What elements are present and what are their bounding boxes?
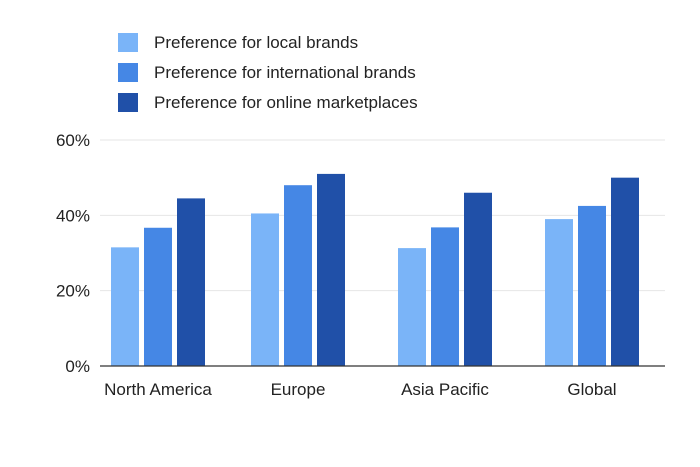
bar-global-preference-for-international-brands xyxy=(578,205,606,366)
bar-europe-preference-for-online-marketplaces xyxy=(317,173,345,366)
bar-europe-preference-for-international-brands xyxy=(284,185,312,366)
bar-asia-pacific-preference-for-online-marketplaces xyxy=(464,192,492,366)
x-tick-label-asia-pacific: Asia Pacific xyxy=(401,380,489,399)
bar-global-preference-for-online-marketplaces xyxy=(611,177,639,366)
legend-swatch-preference-for-international-brands xyxy=(118,63,138,82)
x-tick-label-europe: Europe xyxy=(271,380,326,399)
bar-north-america-preference-for-local-brands xyxy=(111,247,139,366)
x-axis: North America Europe Asia Pacific Global xyxy=(104,380,616,399)
bar-north-america-preference-for-international-brands xyxy=(144,227,172,366)
legend-swatch-preference-for-local-brands xyxy=(118,33,138,52)
bar-north-america-preference-for-online-marketplaces xyxy=(177,198,205,366)
x-tick-label-global: Global xyxy=(567,380,616,399)
y-tick-label: 0% xyxy=(65,357,90,376)
legend-label-preference-for-local-brands: Preference for local brands xyxy=(154,33,358,52)
bar-asia-pacific-preference-for-international-brands xyxy=(431,227,459,366)
y-tick-label: 20% xyxy=(56,282,90,301)
legend-label-preference-for-international-brands: Preference for international brands xyxy=(154,63,416,82)
bar-europe-preference-for-local-brands xyxy=(251,213,279,366)
legend-swatch-preference-for-online-marketplaces xyxy=(118,93,138,112)
bars xyxy=(111,173,639,366)
bar-asia-pacific-preference-for-local-brands xyxy=(398,248,426,366)
y-tick-label: 40% xyxy=(56,206,90,225)
y-axis: 0% 20% 40% 60% xyxy=(56,131,90,376)
y-tick-label: 60% xyxy=(56,131,90,150)
legend: Preference for local brands Preference fo… xyxy=(118,33,418,112)
x-tick-label-north-america: North America xyxy=(104,380,212,399)
legend-label-preference-for-online-marketplaces: Preference for online marketplaces xyxy=(154,93,418,112)
bar-global-preference-for-local-brands xyxy=(545,219,573,366)
